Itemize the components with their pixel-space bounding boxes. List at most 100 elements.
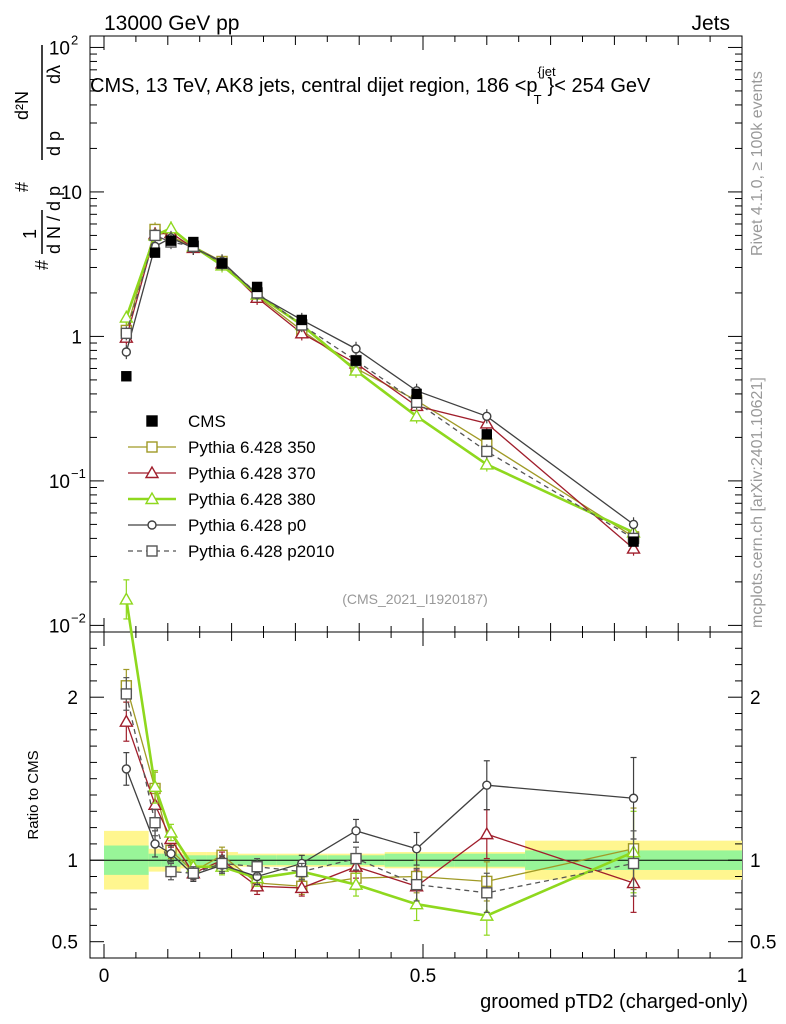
ylabel-hash-1: # [32, 260, 52, 270]
series-2-upper-point [348, 363, 364, 376]
cms-data-point [121, 371, 132, 382]
cms-data-point [188, 236, 199, 248]
series-4-upper-point [120, 327, 133, 340]
legend-series-1-label: Pythia 6.428 370 [188, 464, 316, 483]
lower-y-tick-label: 1 [67, 851, 78, 872]
energy-label: 13000 GeV pp [104, 12, 239, 35]
series-1-ratio-point [479, 826, 495, 840]
mcplots-label: mcplots.cern.ch [arXiv:2401.10621] [749, 377, 766, 628]
series-2-ratio-point [409, 896, 424, 910]
x-tick-label: 0.5 [410, 966, 436, 987]
plot-title: CMS, 13 TeV, AK8 jets, central dijet reg… [90, 64, 651, 107]
series-curves [119, 220, 641, 936]
analysis-id: (CMS_2021_I1920187) [342, 591, 488, 607]
cms-data-point [149, 247, 161, 258]
ylabel-dpt: d p [44, 131, 64, 156]
cms-data-point [296, 314, 307, 326]
series-3-upper-point [482, 411, 492, 421]
upper-y-tick-exponent: 2 [71, 32, 78, 47]
legend-series-1-marker [144, 465, 160, 479]
legend-series-4-marker [146, 545, 158, 557]
ylabel-dlambda: dλ [44, 65, 64, 84]
lower-y-tick-label-right: 0.5 [750, 933, 776, 954]
series-4-ratio-point [165, 865, 177, 878]
lower-y-tick-label-right: 1 [750, 851, 761, 872]
series-3-ratio-point [121, 764, 132, 774]
legend: CMS Pythia 6.428 350 Pythia 6.428 370 Pythi… [128, 412, 335, 561]
cms-data-point [481, 429, 492, 440]
series-2-upper-point [119, 310, 134, 323]
series-2-upper-point [479, 457, 495, 470]
legend-series-2-label: Pythia 6.428 380 [188, 490, 316, 509]
cms-data-point [411, 388, 422, 400]
legend-series-2-marker [144, 491, 160, 505]
plot-title-end: }< 254 GeV [548, 75, 652, 97]
series-3-ratio-point [351, 826, 361, 836]
upper-y-tick-label: 1 [71, 327, 82, 348]
cms-data-point [165, 235, 177, 246]
series-2-ratio-point [119, 591, 134, 605]
series-4-ratio-point [120, 688, 133, 700]
series-4-ratio-point [481, 887, 493, 899]
cms-data-point [350, 355, 362, 366]
series-3-upper-point [628, 519, 639, 530]
series-4-upper-line [125, 234, 634, 539]
lower-y-tick-label-right: 2 [750, 688, 761, 709]
series-4-ratio-point [627, 857, 640, 870]
series-3-ratio-point [166, 848, 176, 859]
upper-y-tick-exponent: −1 [71, 466, 86, 481]
series-1-ratio-point [294, 880, 309, 894]
series-3-ratio-point [411, 844, 422, 854]
series-2-ratio-point [348, 877, 364, 890]
lower-y-tick-label: 2 [67, 688, 78, 709]
series-2-ratio-point [479, 908, 495, 921]
legend-series-0-label: Pythia 6.428 350 [188, 438, 316, 457]
series-3-upper-point [351, 344, 361, 354]
plot-title-sub: T [534, 92, 542, 107]
upper-y-tick-exponent: −2 [71, 610, 86, 625]
ylabel-one: 1 [20, 229, 40, 239]
plot-title-sup: {jet [538, 64, 556, 79]
series-1-upper-point [626, 541, 641, 554]
ylabel-dN: d N / d p [44, 186, 64, 254]
upper-y-label: # 1 d N / d p # d²N d p dλ [12, 45, 64, 270]
series-3-upper-point [121, 347, 132, 357]
legend-series-3-marker [147, 520, 157, 530]
series-4-ratio-point [296, 865, 308, 878]
series-2-upper-point [409, 408, 424, 422]
legend-series-0-marker [146, 441, 158, 453]
lower-y-label: Ratio to CMS [25, 750, 42, 839]
x-tick-label: 0 [99, 966, 110, 987]
series-4-ratio-point [251, 861, 263, 873]
ylabel-hash-2: # [12, 182, 32, 192]
series-3-ratio-point [628, 793, 639, 803]
legend-cms-label: CMS [188, 412, 226, 431]
x-axis-label: groomed pTD2 (charged-only) [480, 991, 748, 1013]
upper-y-tick-label: 10 [61, 183, 82, 204]
series-3-ratio-point [150, 839, 160, 849]
series-4-ratio-point [149, 817, 161, 829]
series-2-ratio-point [147, 779, 163, 793]
upper-y-tick-label: 10 [49, 616, 70, 637]
lower-y-tick-label: 0.5 [52, 933, 78, 954]
plot-title-main: CMS, 13 TeV, AK8 jets, central dijet reg… [90, 75, 538, 97]
cms-data-point [628, 536, 639, 547]
upper-y-tick-label: 10 [49, 38, 70, 59]
ylabel-d2N: d²N [12, 91, 32, 120]
series-4-upper-point [149, 229, 161, 242]
legend-series-4-label: Pythia 6.428 p2010 [188, 542, 335, 561]
legend-series-3-label: Pythia 6.428 p0 [188, 516, 306, 535]
legend-cms-marker [146, 415, 158, 427]
upper-y-tick-label: 10 [49, 472, 70, 493]
series-4-upper-point [481, 445, 493, 458]
series-1-ratio-point [119, 714, 134, 727]
cms-data-point [251, 281, 263, 293]
series-4-ratio-point [187, 867, 200, 879]
series-4-ratio-point [216, 857, 228, 870]
category-label: Jets [691, 12, 730, 35]
series-4-ratio-point [350, 852, 362, 865]
series-3-ratio-point [482, 780, 492, 790]
series-1-upper-point [294, 325, 309, 339]
rivet-label: Rivet 4.1.0, ≥ 100k events [749, 71, 766, 256]
